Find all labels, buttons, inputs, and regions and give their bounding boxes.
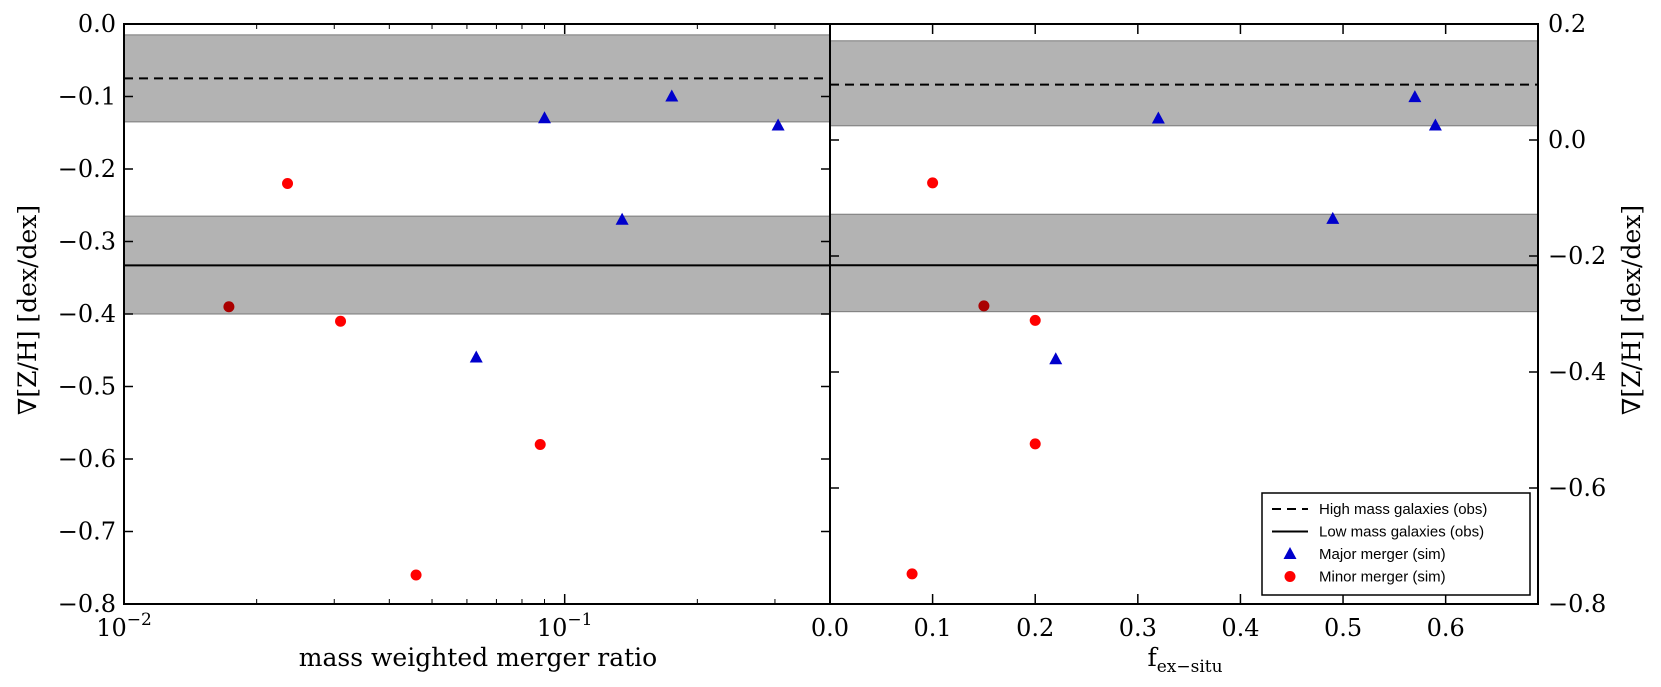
point-s0-4 [469, 350, 483, 363]
left-xlabel: mass weighted merger ratio [299, 643, 657, 672]
right-xtick-label-3: 0.3 [1119, 614, 1157, 642]
point-s1-0 [282, 178, 294, 189]
point-s0-1 [665, 89, 679, 102]
legend-label-3: Minor merger (sim) [1319, 569, 1446, 586]
point-s1-2 [1029, 438, 1041, 450]
legend-circle-icon [1284, 571, 1296, 582]
point-s1-1 [1029, 314, 1041, 326]
point-s1-1 [335, 315, 347, 327]
right-xtick-label-4: 0.4 [1221, 614, 1259, 642]
point-s1-0 [927, 177, 939, 189]
right-frame [829, 23, 1539, 605]
left-ytick-label-4: −0.4 [58, 300, 116, 328]
point-s2-0 [978, 300, 990, 312]
right-ytick-label-4: −0.6 [1548, 474, 1606, 502]
point-s1-3 [906, 568, 918, 580]
legend-label-0: High mass galaxies (obs) [1319, 501, 1487, 518]
right-xtick-label-5: 0.5 [1324, 614, 1362, 642]
point-s2-0 [223, 301, 235, 313]
left-ytick-label-5: −0.5 [58, 373, 116, 401]
left-panel: 0.0 −0.1 −0.2 −0.3 −0.4 −0.5 −0.6 −0.7 −0.810−2 1… [58, 10, 831, 642]
right-xlabel: fex−situ [1147, 643, 1222, 677]
point-s0-0 [1151, 111, 1165, 124]
left-ytick-label-3: −0.3 [58, 228, 116, 256]
left-xtick-label-0: 10−2 [96, 610, 152, 642]
point-s0-0 [538, 111, 552, 124]
right-xtick-label-0: 0.0 [811, 614, 849, 642]
left-ylabel: ∇[Z/H] [dex/dex] [13, 205, 42, 415]
legend-label-1: Low mass galaxies (obs) [1319, 524, 1484, 541]
right-ytick-label-3: −0.4 [1548, 358, 1606, 386]
point-s1-2 [534, 439, 546, 450]
left-ytick-label-1: −0.1 [58, 83, 116, 111]
left-ytick-label-7: −0.7 [58, 518, 116, 546]
point-s0-3 [615, 212, 629, 225]
left-ytick-label-8: −0.8 [58, 590, 116, 618]
left-ytick-label-0: 0.0 [78, 10, 116, 38]
point-s0-4 [1049, 352, 1063, 365]
point-s0-2 [1428, 118, 1442, 131]
point-s0-2 [771, 118, 785, 131]
point-s0-1 [1408, 90, 1422, 103]
band-1 [829, 213, 1539, 313]
right-ytick-label-5: −0.8 [1548, 590, 1606, 618]
band-0 [829, 40, 1539, 127]
legend-label-2: Major merger (sim) [1319, 546, 1446, 563]
left-xtick-label-1: 10−1 [537, 610, 593, 642]
right-panel: 0.0 0.1 0.2 0.3 0.4 0.5 0.6 0.2 0.0 −0.2 −0.4 −0.6 −… [811, 10, 1606, 642]
legend-triangle-icon [1283, 547, 1297, 559]
point-s1-3 [410, 569, 422, 581]
right-xlabel-sub: ex−situ [1157, 657, 1223, 677]
left-ytick-label-2: −0.2 [58, 155, 116, 183]
right-xtick-label-6: 0.6 [1427, 614, 1465, 642]
right-ytick-label-0: 0.2 [1548, 10, 1586, 38]
right-ytick-label-1: 0.0 [1548, 126, 1586, 154]
left-ytick-label-6: −0.6 [58, 445, 116, 473]
point-s0-3 [1326, 211, 1340, 224]
right-xtick-label-1: 0.1 [914, 614, 952, 642]
right-ylabel: ∇[Z/H] [dex/dex] [1617, 205, 1646, 415]
right-xtick-label-2: 0.2 [1016, 614, 1054, 642]
right-xlabel-main: f [1147, 643, 1158, 672]
right-ytick-label-2: −0.2 [1548, 242, 1606, 270]
legend: High mass galaxies (obs) Low mass galaxie… [1261, 492, 1531, 596]
